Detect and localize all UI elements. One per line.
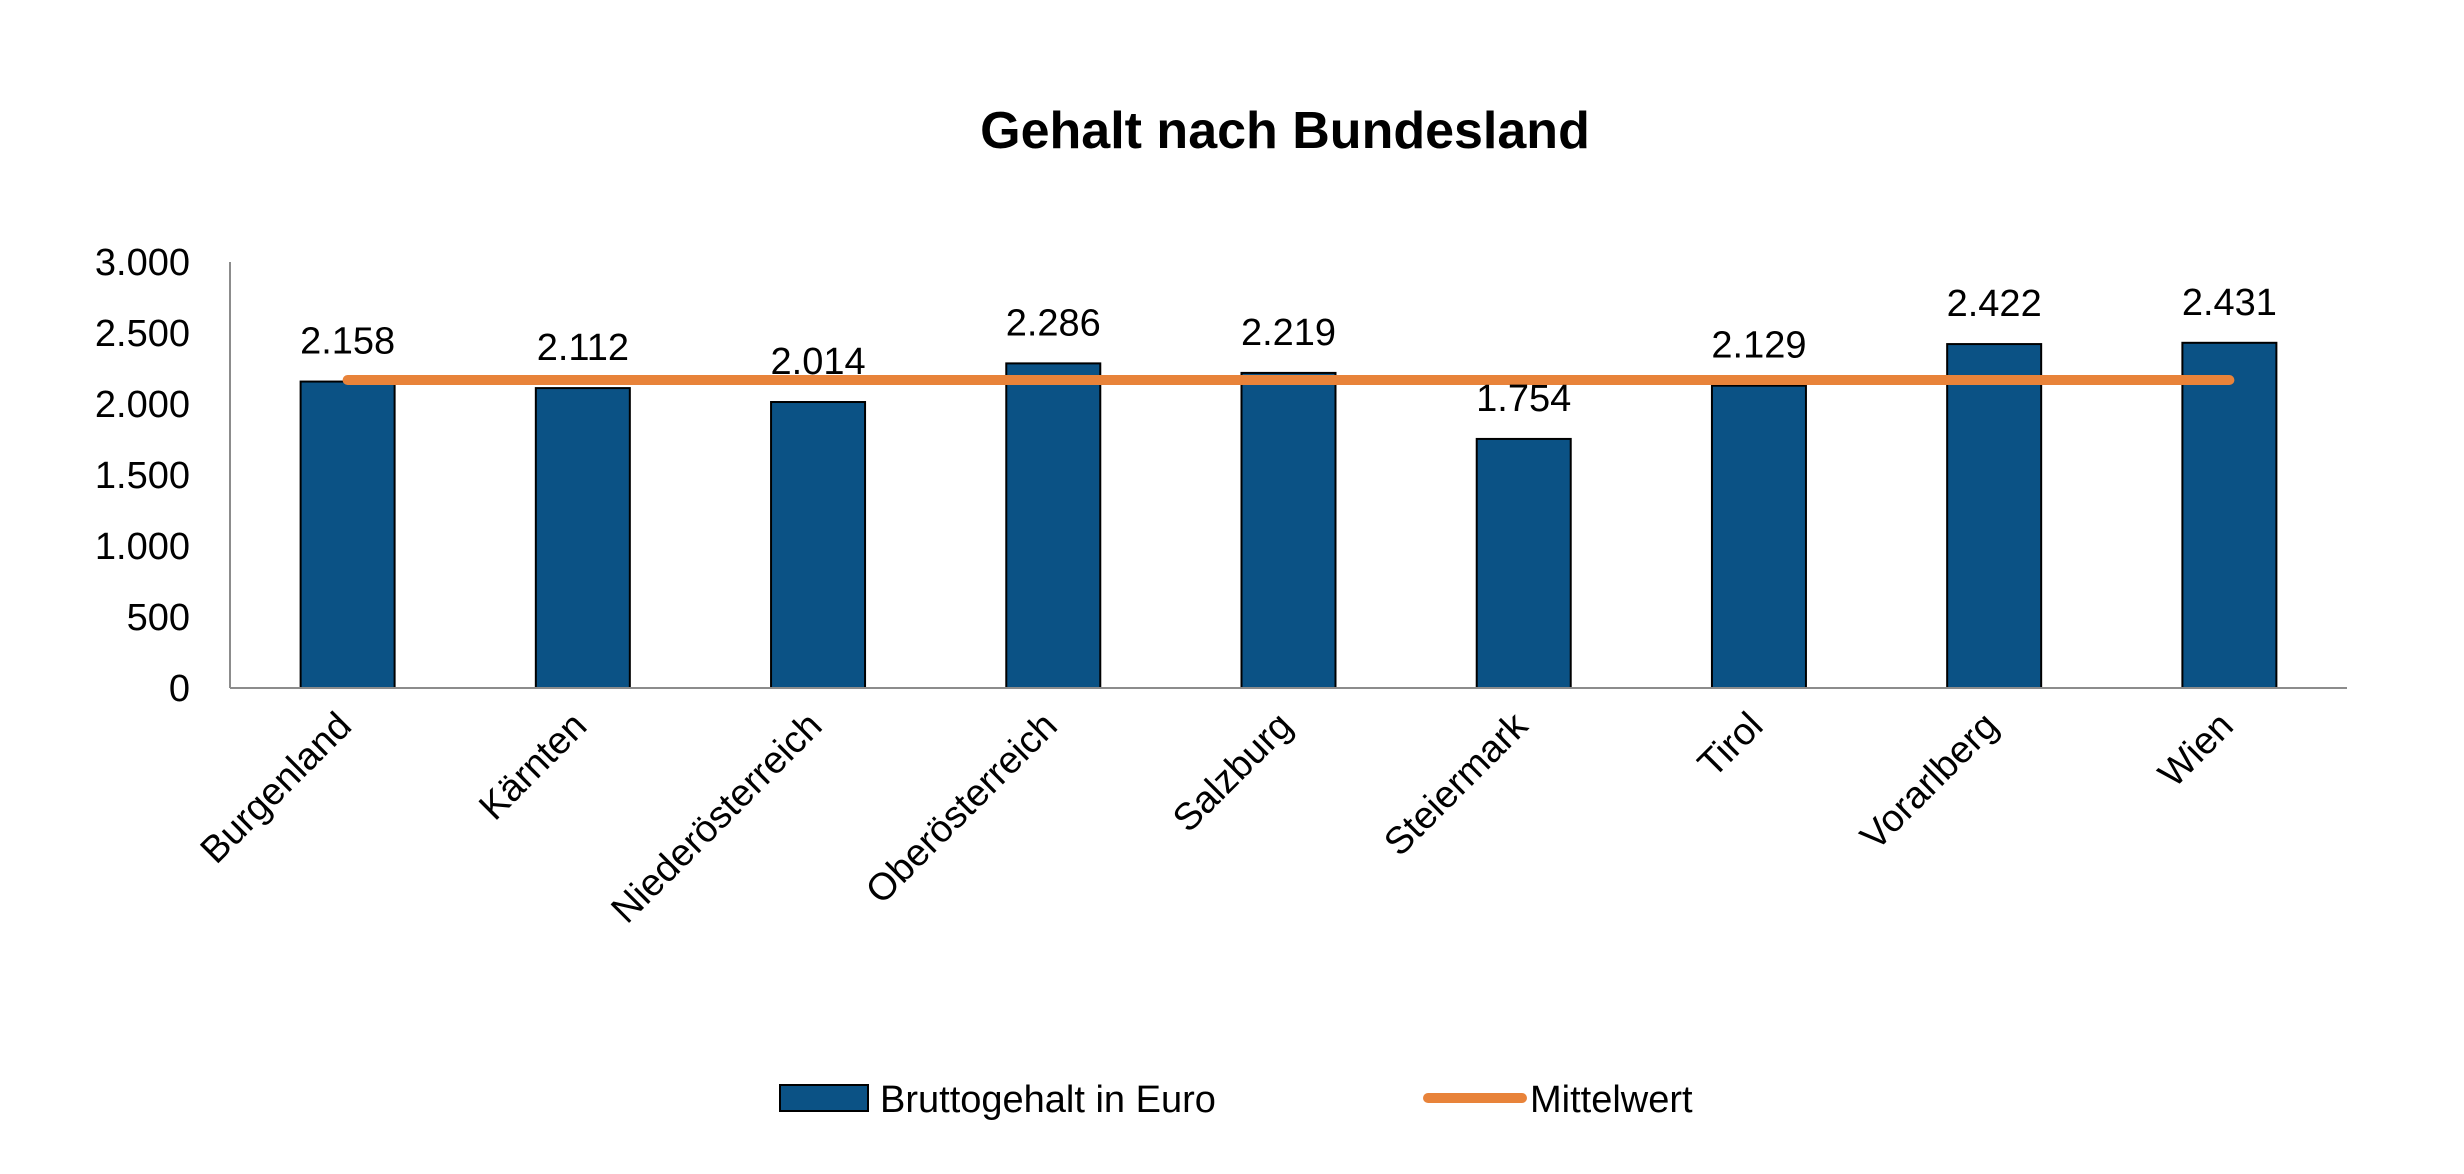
y-axis: 0 500 1.000 1.500 2.000 2.500 3.000 (95, 242, 231, 710)
data-label: 2.014 (771, 341, 866, 383)
bar (299, 380, 396, 689)
bar (770, 401, 867, 689)
y-tick-label: 3.000 (95, 242, 190, 284)
x-tick-label: Oberösterreich (858, 705, 1065, 912)
legend-label-line: Mittelwert (1530, 1079, 1693, 1121)
data-label: 2.431 (2182, 282, 2277, 324)
bar (1946, 343, 2043, 689)
bar (2181, 341, 2278, 689)
x-tick-label: Salzburg (1165, 705, 1301, 841)
y-tick-label: 1.500 (95, 455, 190, 497)
x-tick-label: Tirol (1690, 705, 1771, 786)
data-label: 2.422 (1947, 283, 2042, 325)
data-label: 2.286 (1006, 302, 1101, 344)
data-label: 2.112 (537, 327, 629, 369)
bar (1475, 437, 1572, 689)
data-label: 2.219 (1241, 312, 1336, 354)
bar (534, 387, 631, 689)
bars (299, 341, 2278, 689)
legend: Bruttogehalt in Euro Mittelwert (779, 1079, 1693, 1121)
legend-label-bar: Bruttogehalt in Euro (880, 1079, 1216, 1121)
data-label: 1.754 (1476, 378, 1571, 420)
bar (1005, 362, 1102, 689)
data-labels: 2.158 2.112 2.014 2.286 2.219 1.754 2.129 2.422… (300, 282, 2277, 420)
chart-title: Gehalt nach Bundesland (980, 102, 1590, 160)
x-tick-label: Vorarlberg (1853, 705, 2007, 859)
y-tick-label: 1.000 (95, 526, 190, 568)
bar (1240, 371, 1337, 689)
data-label: 2.129 (1711, 325, 1806, 367)
x-tick-label: Wien (2151, 705, 2242, 796)
y-tick-label: 2.500 (95, 313, 190, 355)
x-tick-label: Kärnten (471, 705, 595, 829)
legend-swatch-bar (779, 1084, 869, 1112)
y-tick-label: 2.000 (95, 384, 190, 426)
y-tick-label: 500 (127, 597, 190, 639)
x-tick-label: Niederösterreich (604, 705, 831, 932)
x-tick-label: Burgenland (193, 705, 360, 872)
x-axis: Burgenland Kärnten Niederösterreich Oberöst… (193, 687, 2347, 932)
x-tick-label: Steiermark (1376, 704, 1536, 864)
y-tick-label: 0 (169, 668, 190, 710)
bar (1710, 384, 1807, 689)
data-label: 2.158 (300, 321, 395, 363)
